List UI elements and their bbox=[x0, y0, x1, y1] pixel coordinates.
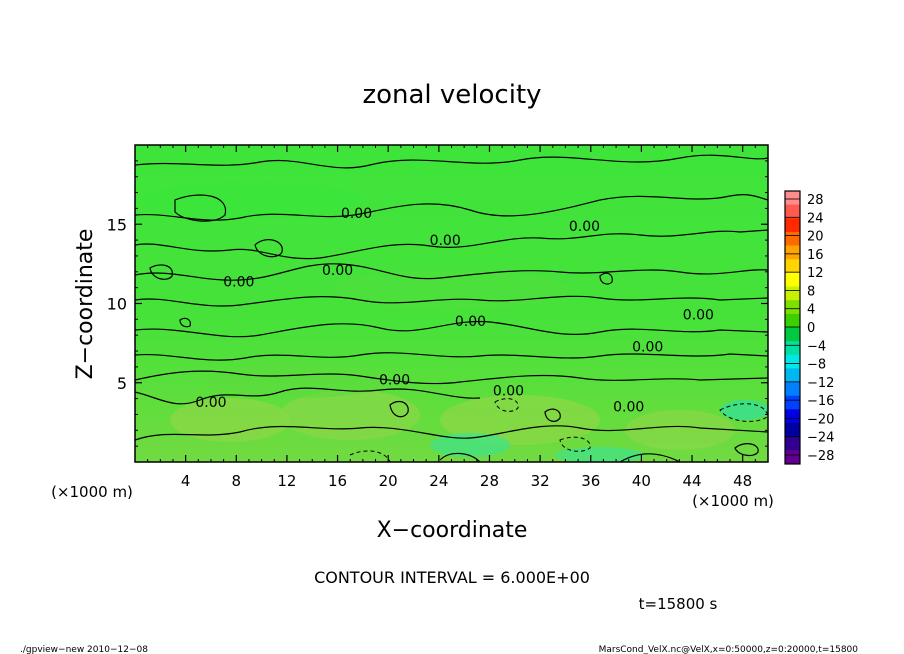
colorbar-segment bbox=[785, 259, 800, 274]
x-tick-label: 32 bbox=[531, 472, 550, 490]
colorbar: 28 24 20 16 12 8 4 0 −4 −8 −12 −16 −20 −24 −28 bbox=[784, 190, 834, 465]
y-axis: 5 10 15 bbox=[107, 160, 768, 447]
footer-right: MarsCond_VelX.nc@VelX,x=0:50000,z=0:2000… bbox=[599, 645, 859, 654]
x-tick-label: 16 bbox=[328, 472, 347, 490]
colorbar-frame bbox=[784, 190, 801, 465]
contour-lines bbox=[135, 154, 768, 462]
time-text: t=15800 s bbox=[639, 595, 718, 613]
contour-label: 0.00 bbox=[613, 400, 644, 416]
x-tick-label: 20 bbox=[379, 472, 398, 490]
x-tick-label: 36 bbox=[581, 472, 600, 490]
colorbar-label: 12 bbox=[807, 266, 824, 281]
x-tick-label: 44 bbox=[682, 472, 701, 490]
colorbar-segment bbox=[785, 395, 800, 410]
colorbar-label: −20 bbox=[807, 412, 834, 427]
colorbar-segment bbox=[785, 354, 800, 369]
colorbar-label: 24 bbox=[807, 211, 824, 226]
colorbar-label: −4 bbox=[807, 339, 826, 354]
contour-label: 0.00 bbox=[341, 206, 372, 222]
x-tick-label: 28 bbox=[480, 472, 499, 490]
colorbar-segment bbox=[785, 327, 800, 342]
colorbar-label: −24 bbox=[807, 431, 834, 446]
colorbar-segment bbox=[785, 368, 800, 383]
contour-label: 0.00 bbox=[569, 219, 600, 235]
x-tick-label: 48 bbox=[733, 472, 752, 490]
colorbar-segment bbox=[785, 423, 800, 438]
y-tick-label: 10 bbox=[107, 295, 127, 314]
colorbar-label: −16 bbox=[807, 394, 834, 409]
contour-label: 0.00 bbox=[632, 339, 663, 355]
colorbar-segment bbox=[785, 218, 800, 233]
x-unit-label: (×1000 m) bbox=[692, 492, 774, 510]
y-unit-label: (×1000 m) bbox=[51, 483, 133, 501]
colorbar-label: 16 bbox=[807, 248, 824, 263]
colorbar-segment bbox=[785, 313, 800, 328]
colorbar-segment bbox=[785, 450, 800, 465]
contour-label: 0.00 bbox=[683, 308, 714, 324]
colorbar-label: 8 bbox=[807, 284, 815, 299]
contour-label: 0.00 bbox=[493, 384, 524, 400]
colorbar-label: 28 bbox=[807, 193, 824, 208]
colorbar-label: −8 bbox=[807, 358, 826, 373]
colorbar-label: −12 bbox=[807, 376, 834, 391]
contour-label: 0.00 bbox=[430, 233, 461, 249]
colorbar-segment bbox=[785, 409, 800, 424]
contour-label: 0.00 bbox=[455, 314, 486, 330]
colorbar-label: −28 bbox=[807, 449, 834, 464]
colorbar-segment bbox=[785, 204, 800, 219]
contour-label: 0.00 bbox=[379, 373, 410, 389]
contour-labels: 0.00 0.00 0.00 0.00 0.00 0.00 0.00 0.00 0.00 0.00… bbox=[195, 206, 714, 415]
colorbar-segment bbox=[785, 272, 800, 288]
x-tick-label: 24 bbox=[429, 472, 448, 490]
x-tick-label: 4 bbox=[181, 472, 191, 490]
colorbar-segment bbox=[785, 300, 800, 315]
colorbar-segment bbox=[785, 286, 800, 301]
colorbar-segment bbox=[785, 191, 800, 206]
contour-label: 0.00 bbox=[195, 395, 226, 411]
x-tick-label: 8 bbox=[232, 472, 242, 490]
colorbar-segment bbox=[785, 245, 800, 260]
negative-contours bbox=[349, 398, 768, 462]
colorbar-label: 0 bbox=[807, 321, 815, 336]
colorbar-label: 20 bbox=[807, 230, 824, 245]
x-tick-label: 12 bbox=[277, 472, 296, 490]
colorbar-segment bbox=[785, 436, 800, 451]
contour-interval-text: CONTOUR INTERVAL = 6.000E+00 bbox=[314, 568, 590, 587]
x-axis: 4 8 12 16 20 24 28 32 36 40 44 48 bbox=[147, 145, 756, 490]
colorbar-label: 4 bbox=[807, 303, 815, 318]
contour-label: 0.00 bbox=[223, 274, 254, 290]
contour-label: 0.00 bbox=[322, 263, 353, 279]
x-tick-label: 40 bbox=[632, 472, 651, 490]
colorbar-segment bbox=[785, 341, 800, 356]
colorbar-segment bbox=[785, 382, 800, 397]
colorbar-segment bbox=[785, 231, 800, 247]
y-tick-label: 15 bbox=[107, 215, 127, 234]
x-axis-label: X−coordinate bbox=[377, 518, 528, 543]
chart-title: zonal velocity bbox=[362, 80, 541, 110]
footer-left: ./gpview−new 2010−12−08 bbox=[20, 645, 148, 654]
plot-area: 0.00 0.00 0.00 0.00 0.00 0.00 0.00 0.00 0.00 0.00… bbox=[135, 145, 768, 462]
y-tick-label: 5 bbox=[117, 374, 127, 393]
y-axis-label: Z−coordinate bbox=[73, 229, 98, 380]
